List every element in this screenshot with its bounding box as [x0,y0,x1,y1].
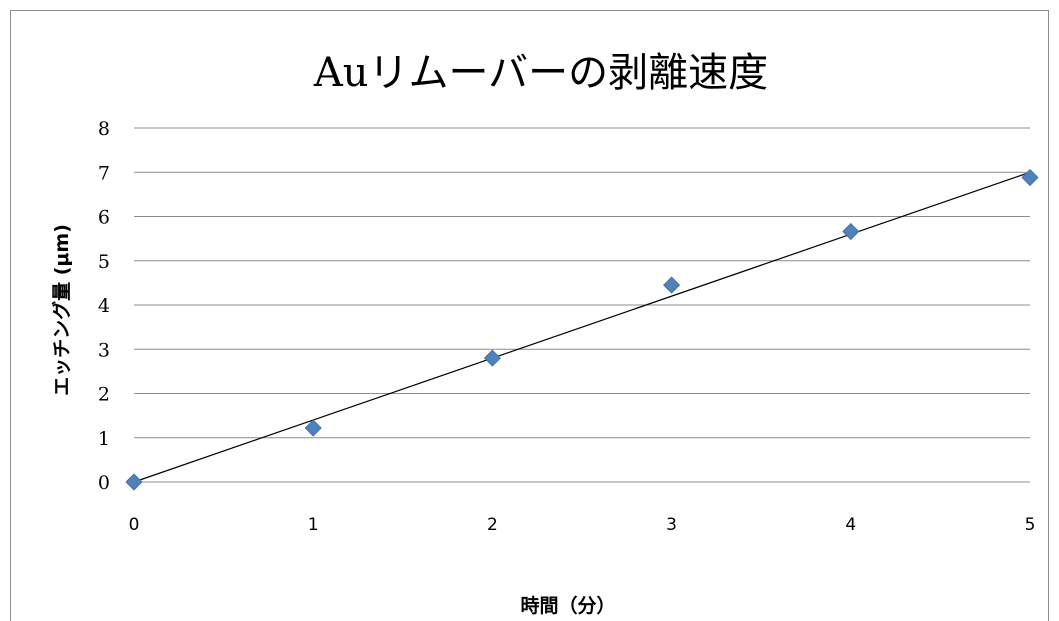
x-tick-label: 4 [845,515,856,535]
x-axis-label: 時間（分） [520,594,615,617]
y-tick-label: 6 [98,207,110,229]
trendline [133,171,1031,483]
y-tick-label: 0 [98,472,110,494]
y-tick-label: 4 [98,295,110,317]
x-tick-label: 2 [487,515,498,535]
data-point [1021,168,1039,187]
data-point [125,473,143,491]
y-tick-label: 1 [98,428,110,450]
y-tick-label: 2 [98,384,110,406]
x-tick-label: 3 [666,515,677,535]
trendline-group [133,171,1031,483]
y-tick-label: 5 [98,251,110,273]
chart-frame [10,10,1049,621]
data-points [125,168,1039,491]
data-point [842,222,860,241]
y-axis-label: エッチング量 (μm) [50,224,73,396]
x-tick-label: 0 [129,515,140,535]
data-point [304,419,322,437]
x-tick-label: 1 [308,515,319,535]
chart-title: Auリムーバーの剥離速度 [313,50,768,96]
y-tick-label: 3 [98,339,110,361]
x-tick-label: 5 [1025,515,1036,535]
y-tick-label: 8 [98,118,110,140]
data-point [483,349,501,367]
x-tick-labels: 0 1 2 3 4 5 [129,515,1036,535]
data-point [663,276,681,294]
gridlines [134,127,1030,483]
y-tick-labels: 0 1 2 3 4 5 6 7 8 [98,118,110,494]
y-tick-label: 7 [98,162,110,184]
